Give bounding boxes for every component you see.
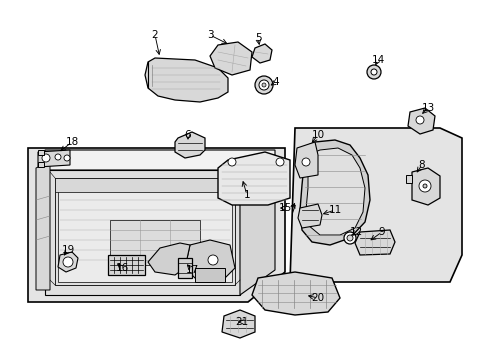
Text: 1: 1 xyxy=(243,190,250,200)
Text: 3: 3 xyxy=(206,30,213,40)
Circle shape xyxy=(415,116,423,124)
Polygon shape xyxy=(405,175,411,183)
Polygon shape xyxy=(178,258,192,278)
Text: 14: 14 xyxy=(370,55,384,65)
Polygon shape xyxy=(251,272,339,315)
Text: 8: 8 xyxy=(418,160,425,170)
Polygon shape xyxy=(294,142,317,178)
Polygon shape xyxy=(175,132,204,158)
Polygon shape xyxy=(289,128,461,282)
Polygon shape xyxy=(28,148,285,302)
Polygon shape xyxy=(240,155,274,295)
Text: 20: 20 xyxy=(311,293,324,303)
Text: 7: 7 xyxy=(288,205,295,215)
Circle shape xyxy=(259,80,268,90)
Circle shape xyxy=(275,158,284,166)
Polygon shape xyxy=(58,252,78,272)
Polygon shape xyxy=(354,230,394,255)
Text: 19: 19 xyxy=(61,245,75,255)
Polygon shape xyxy=(148,243,190,275)
Polygon shape xyxy=(251,44,271,63)
Polygon shape xyxy=(195,268,224,282)
Circle shape xyxy=(370,69,376,75)
Circle shape xyxy=(63,257,73,267)
Polygon shape xyxy=(45,150,274,170)
Polygon shape xyxy=(38,162,44,167)
Text: 11: 11 xyxy=(328,205,341,215)
Polygon shape xyxy=(184,240,235,278)
Polygon shape xyxy=(38,150,70,167)
Text: 18: 18 xyxy=(65,137,79,147)
Polygon shape xyxy=(407,108,434,134)
Polygon shape xyxy=(45,170,240,295)
Polygon shape xyxy=(108,255,145,275)
Polygon shape xyxy=(299,140,369,245)
Circle shape xyxy=(262,83,265,87)
Polygon shape xyxy=(222,310,254,338)
Text: 9: 9 xyxy=(378,227,385,237)
Polygon shape xyxy=(305,148,364,235)
Circle shape xyxy=(42,154,50,162)
Circle shape xyxy=(64,155,70,161)
Polygon shape xyxy=(297,204,321,228)
Text: 21: 21 xyxy=(235,317,248,327)
Polygon shape xyxy=(218,152,289,205)
Polygon shape xyxy=(411,168,439,205)
Polygon shape xyxy=(209,42,251,75)
Polygon shape xyxy=(145,58,227,102)
Circle shape xyxy=(418,180,430,192)
Text: 15: 15 xyxy=(278,203,291,213)
Circle shape xyxy=(346,235,352,241)
Text: 16: 16 xyxy=(115,263,128,273)
Text: 12: 12 xyxy=(348,227,362,237)
Circle shape xyxy=(343,232,355,244)
Circle shape xyxy=(422,184,426,188)
Circle shape xyxy=(366,65,380,79)
Text: 13: 13 xyxy=(421,103,434,113)
Text: 2: 2 xyxy=(151,30,158,40)
Circle shape xyxy=(227,158,236,166)
Circle shape xyxy=(55,154,61,160)
Circle shape xyxy=(254,76,272,94)
Polygon shape xyxy=(36,162,50,290)
Text: 5: 5 xyxy=(254,33,261,43)
Circle shape xyxy=(207,255,218,265)
Polygon shape xyxy=(38,150,44,155)
Polygon shape xyxy=(110,220,200,265)
Text: 17: 17 xyxy=(185,265,198,275)
Polygon shape xyxy=(55,178,240,192)
Text: 6: 6 xyxy=(184,130,191,140)
Circle shape xyxy=(302,158,309,166)
Polygon shape xyxy=(58,182,231,282)
Text: 10: 10 xyxy=(311,130,324,140)
Text: 4: 4 xyxy=(272,77,279,87)
